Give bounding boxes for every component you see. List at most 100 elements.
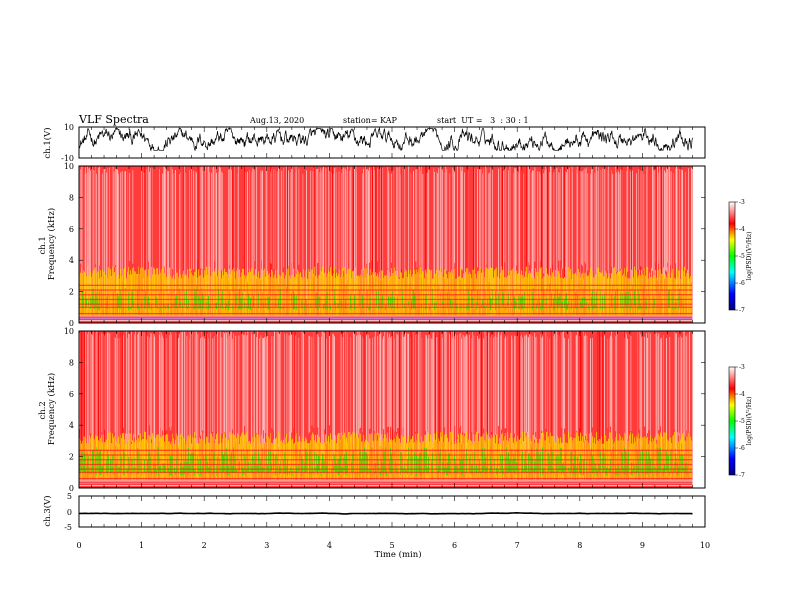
band-yellow	[494, 270, 496, 316]
band-green	[195, 450, 197, 474]
band-yellow	[126, 443, 128, 481]
spectrogram-impulse	[164, 331, 166, 457]
band-green	[444, 467, 446, 475]
band-green	[168, 304, 170, 309]
band-yellow	[255, 269, 257, 316]
spectrogram-streak	[526, 334, 527, 433]
spectrogram-streak	[202, 336, 204, 431]
spectrogram-impulse	[576, 166, 578, 292]
spectrogram-impulse	[545, 166, 547, 292]
band-yellow	[80, 272, 82, 316]
spectrogram-streak	[256, 337, 257, 434]
ch1-colorbar-label: log(PSD)(V²/Hz)	[746, 232, 753, 281]
band-green	[147, 299, 149, 307]
spectrogram-streak	[193, 170, 195, 270]
band-green	[172, 455, 174, 476]
band-yellow	[221, 443, 223, 481]
spectrogram-streak	[372, 337, 373, 448]
band-yellow	[552, 272, 554, 316]
band-yellow	[521, 270, 523, 316]
band-yellow	[594, 437, 596, 481]
band-yellow	[246, 275, 248, 316]
band-yellow	[302, 278, 304, 316]
band-green	[91, 466, 93, 474]
band-yellow	[496, 434, 498, 481]
spectrogram-impulse	[229, 166, 231, 292]
band-yellow	[603, 276, 605, 316]
spectrogram-streak	[90, 170, 91, 294]
band-yellow	[225, 272, 227, 316]
band-green	[100, 449, 102, 475]
band-green	[484, 305, 486, 308]
band-green	[476, 301, 478, 310]
spectrogram-streak	[221, 171, 223, 271]
band-yellow	[168, 276, 170, 316]
spectrogram-impulse	[227, 331, 229, 457]
spectrogram-streak	[508, 170, 509, 295]
band-yellow	[644, 268, 646, 316]
band-yellow	[208, 442, 210, 481]
band-yellow	[557, 436, 559, 481]
spectrogram-streak	[585, 333, 586, 436]
spectrogram-streak	[106, 172, 107, 297]
band-yellow	[546, 268, 548, 316]
spectrogram-streak	[511, 335, 513, 449]
band-green	[352, 453, 354, 473]
band-green	[391, 453, 393, 474]
spectrogram-streak	[611, 331, 613, 452]
spectrogram-streak	[494, 336, 496, 459]
band-yellow	[483, 272, 485, 316]
band-yellow	[414, 269, 416, 316]
band-green	[101, 288, 103, 308]
band-yellow	[308, 443, 310, 481]
spectrogram-streak	[685, 335, 687, 437]
band-green	[579, 461, 581, 474]
spectrogram-impulse	[563, 166, 565, 292]
band-yellow	[572, 272, 574, 316]
band-green	[524, 459, 526, 472]
band-green	[389, 460, 391, 473]
spectrogram-streak	[501, 332, 503, 430]
band-yellow	[174, 443, 176, 481]
band-green	[466, 448, 468, 473]
y-tick-label: 0	[69, 484, 74, 493]
band-green	[473, 304, 475, 307]
band-yellow	[626, 440, 628, 481]
band-green	[137, 448, 139, 475]
spectrogram-streak	[349, 170, 351, 296]
spectrogram-streak	[504, 170, 506, 263]
band-yellow	[135, 271, 137, 316]
band-yellow	[587, 276, 589, 316]
spectrogram-streak	[382, 338, 384, 448]
spectrogram-streak	[201, 166, 203, 288]
band-yellow	[599, 271, 601, 316]
spectrogram-streak	[291, 335, 292, 433]
band-green	[97, 296, 99, 311]
band-green	[650, 458, 652, 474]
spectrogram-streak	[675, 168, 677, 264]
band-green	[181, 452, 183, 476]
band-yellow	[681, 436, 683, 481]
spectrogram-impulse	[270, 166, 272, 292]
spectrogram-streak	[152, 168, 154, 295]
spectrogram-streak	[398, 167, 400, 281]
band-yellow	[656, 277, 658, 316]
band-yellow	[405, 442, 407, 481]
spectrogram-streak	[220, 167, 221, 279]
band-green	[258, 449, 260, 475]
spectrogram-impulse	[189, 331, 191, 457]
band-yellow	[308, 268, 310, 316]
band-yellow	[117, 267, 119, 316]
band-yellow	[632, 276, 634, 316]
band-green	[537, 449, 539, 474]
band-green	[546, 297, 548, 306]
band-green	[514, 458, 516, 474]
band-green	[148, 296, 150, 307]
spectrogram-streak	[404, 336, 406, 451]
band-yellow	[188, 278, 190, 316]
spectrogram-streak	[660, 338, 661, 427]
spectrogram-streak	[580, 169, 581, 280]
spectrogram-streak	[243, 335, 244, 448]
spectrogram-impulse	[230, 331, 232, 457]
spectrogram-streak	[415, 169, 417, 262]
